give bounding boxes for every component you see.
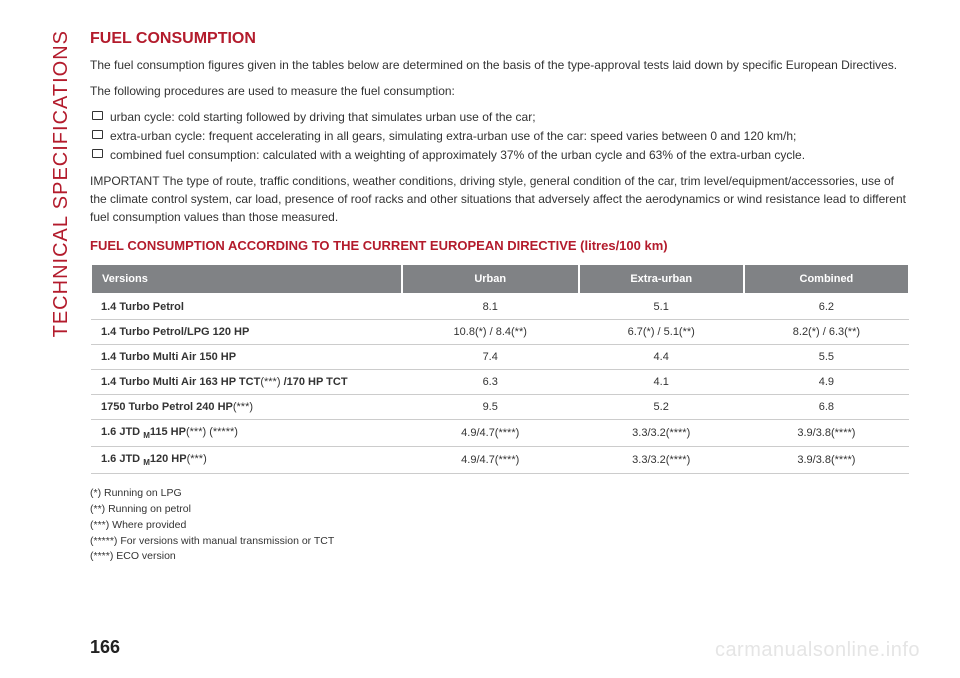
section-label: TECHNICAL SPECIFICATIONS <box>50 30 73 337</box>
cell-version: 1.4 Turbo Multi Air 163 HP TCT(***) /170… <box>91 370 402 395</box>
footnote-1: (*) Running on LPG <box>90 486 910 502</box>
cell-urban: 10.8(*) / 8.4(**) <box>402 320 579 345</box>
cell-urban: 8.1 <box>402 294 579 320</box>
cell-extra: 4.1 <box>579 370 744 395</box>
procedure-list: urban cycle: cold starting followed by d… <box>90 108 910 164</box>
page-title: FUEL CONSUMPTION <box>90 30 910 48</box>
cell-extra: 3.3/3.2(****) <box>579 447 744 474</box>
cell-combined: 3.9/3.8(****) <box>744 447 909 474</box>
bullet-urban: urban cycle: cold starting followed by d… <box>90 108 910 126</box>
table-row: 1.4 Turbo Petrol 8.1 5.1 6.2 <box>91 294 909 320</box>
cell-extra: 5.2 <box>579 395 744 420</box>
cell-version: 1.6 JTD M120 HP(***) <box>91 447 402 474</box>
cell-combined: 6.2 <box>744 294 909 320</box>
bullet-combined: combined fuel consumption: calculated wi… <box>90 146 910 164</box>
cell-urban: 7.4 <box>402 345 579 370</box>
header-versions: Versions <box>91 264 402 294</box>
page-number: 166 <box>90 637 120 658</box>
table-row: 1.6 JTD M120 HP(***) 4.9/4.7(****) 3.3/3… <box>91 447 909 474</box>
cell-version: 1.6 JTD M115 HP(***) (*****) <box>91 420 402 447</box>
table-row: 1.4 Turbo Petrol/LPG 120 HP 10.8(*) / 8.… <box>91 320 909 345</box>
cell-combined: 8.2(*) / 6.3(**) <box>744 320 909 345</box>
cell-combined: 6.8 <box>744 395 909 420</box>
header-extra-urban: Extra-urban <box>579 264 744 294</box>
watermark: carmanualsonline.info <box>715 639 920 662</box>
bullet-extra-urban: extra-urban cycle: frequent accelerating… <box>90 127 910 145</box>
cell-urban: 6.3 <box>402 370 579 395</box>
footnotes: (*) Running on LPG (**) Running on petro… <box>90 486 910 565</box>
cell-version: 1.4 Turbo Petrol/LPG 120 HP <box>91 320 402 345</box>
cell-extra: 4.4 <box>579 345 744 370</box>
cell-extra: 5.1 <box>579 294 744 320</box>
footnote-4: (*****) For versions with manual transmi… <box>90 534 910 550</box>
header-combined: Combined <box>744 264 909 294</box>
important-note: IMPORTANT The type of route, traffic con… <box>90 172 910 226</box>
cell-combined: 5.5 <box>744 345 909 370</box>
table-row: 1.4 Turbo Multi Air 163 HP TCT(***) /170… <box>91 370 909 395</box>
cell-urban: 4.9/4.7(****) <box>402 420 579 447</box>
cell-extra: 3.3/3.2(****) <box>579 420 744 447</box>
cell-combined: 3.9/3.8(****) <box>744 420 909 447</box>
table-subtitle: FUEL CONSUMPTION ACCORDING TO THE CURREN… <box>90 238 910 253</box>
cell-version: 1.4 Turbo Petrol <box>91 294 402 320</box>
table-row: 1.6 JTD M115 HP(***) (*****) 4.9/4.7(***… <box>91 420 909 447</box>
fuel-consumption-table: Versions Urban Extra-urban Combined 1.4 … <box>90 263 910 474</box>
header-urban: Urban <box>402 264 579 294</box>
footnote-5: (****) ECO version <box>90 549 910 565</box>
table-row: 1750 Turbo Petrol 240 HP(***) 9.5 5.2 6.… <box>91 395 909 420</box>
cell-version: 1.4 Turbo Multi Air 150 HP <box>91 345 402 370</box>
cell-version: 1750 Turbo Petrol 240 HP(***) <box>91 395 402 420</box>
intro-paragraph-1: The fuel consumption figures given in th… <box>90 56 910 74</box>
cell-combined: 4.9 <box>744 370 909 395</box>
cell-extra: 6.7(*) / 5.1(**) <box>579 320 744 345</box>
footnote-2: (**) Running on petrol <box>90 502 910 518</box>
footnote-3: (***) Where provided <box>90 518 910 534</box>
table-row: 1.4 Turbo Multi Air 150 HP 7.4 4.4 5.5 <box>91 345 909 370</box>
cell-urban: 4.9/4.7(****) <box>402 447 579 474</box>
intro-paragraph-2: The following procedures are used to mea… <box>90 82 910 100</box>
cell-urban: 9.5 <box>402 395 579 420</box>
